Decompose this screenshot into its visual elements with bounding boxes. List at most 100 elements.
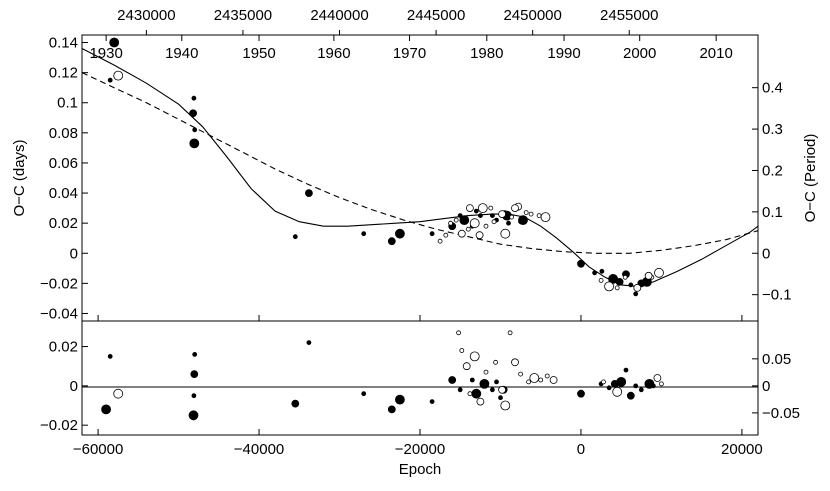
epoch-axis: −60000 −40000 −20000 0 20000 xyxy=(73,315,763,458)
filled-point xyxy=(638,387,644,393)
filled-point xyxy=(471,388,482,399)
filled-point xyxy=(306,340,312,346)
filled-point xyxy=(494,379,499,385)
open-point xyxy=(604,281,614,292)
filled-point xyxy=(633,383,639,389)
year-tick-label: 2010 xyxy=(699,45,732,62)
jd-tick-label: 2430000 xyxy=(117,7,175,24)
year-tick-label: 1980 xyxy=(470,45,503,62)
filled-point xyxy=(107,77,113,83)
filled-point xyxy=(292,234,298,240)
jd-tick-label: 2455000 xyxy=(600,7,658,24)
open-point xyxy=(540,212,551,223)
right-tick-label: 0 xyxy=(762,245,770,262)
right-tick-label: 0.2 xyxy=(762,162,783,179)
filled-point xyxy=(304,189,313,198)
open-point xyxy=(113,388,124,399)
open-point xyxy=(437,238,443,244)
open-point xyxy=(529,373,540,383)
open-point xyxy=(462,362,471,371)
bottom-right-tick-label: 0.05 xyxy=(762,351,791,368)
open-point xyxy=(483,223,489,229)
jd-tick-label: 2435000 xyxy=(214,7,272,24)
open-point xyxy=(509,214,515,220)
open-point xyxy=(507,330,513,336)
filled-point xyxy=(291,399,300,408)
right-tick-label: 0.1 xyxy=(762,204,783,221)
open-point xyxy=(612,386,623,397)
open-point xyxy=(476,397,485,406)
filled-point xyxy=(518,215,528,226)
filled-point xyxy=(592,270,597,276)
open-point xyxy=(459,348,465,353)
left-tick-label: 0.12 xyxy=(49,65,78,82)
open-point xyxy=(526,379,531,385)
bottom-left-tick-label: −0.02 xyxy=(40,417,78,434)
open-point xyxy=(601,379,606,385)
top-panel: −0.04 −0.02 0 0.02 0.04 0.06 0.08 0.1 0.12 0.14 −… xyxy=(11,7,819,322)
filled-point xyxy=(101,404,111,415)
open-point xyxy=(465,226,471,232)
open-point xyxy=(456,330,462,336)
filled-point xyxy=(188,410,199,421)
open-point xyxy=(500,228,511,239)
filled-point xyxy=(192,127,198,133)
year-tick-label: 1960 xyxy=(317,45,350,62)
filled-point xyxy=(489,213,495,219)
open-point xyxy=(465,204,474,213)
left-tick-label: 0.1 xyxy=(57,95,78,112)
filled-point xyxy=(506,220,511,226)
filled-point xyxy=(628,282,634,288)
left-tick-label: 0.08 xyxy=(49,125,78,142)
left-tick-label: −0.02 xyxy=(40,275,78,292)
filled-point xyxy=(469,377,475,383)
open-point xyxy=(493,359,499,365)
x-axis-label: Epoch xyxy=(399,461,442,478)
bottom-right-tick-label: 0 xyxy=(762,378,770,395)
open-point xyxy=(659,381,664,387)
filled-point xyxy=(448,376,457,384)
left-tick-label: 0.02 xyxy=(49,215,78,232)
open-point xyxy=(536,213,542,219)
jd-tick-label: 2450000 xyxy=(503,7,561,24)
filled-point xyxy=(394,228,405,239)
filled-point xyxy=(599,268,605,274)
filled-point xyxy=(361,231,367,237)
filled-point xyxy=(387,237,396,246)
open-point xyxy=(469,218,480,229)
open-point xyxy=(614,285,620,291)
bottom-left-tick-label: 0.02 xyxy=(49,339,78,356)
top-panel-frame xyxy=(81,34,759,322)
jd-tick-label: 2440000 xyxy=(310,7,368,24)
open-point xyxy=(544,373,550,379)
open-point xyxy=(518,371,523,377)
year-tick-label: 1950 xyxy=(242,45,275,62)
top-right-axis: −0.1 0 0.1 0.2 0.3 0.4 xyxy=(752,80,792,304)
open-point xyxy=(457,229,466,238)
open-point xyxy=(448,220,454,226)
open-point xyxy=(633,283,642,292)
open-point xyxy=(622,274,628,280)
open-point xyxy=(113,70,124,81)
top-fit-curves xyxy=(81,48,759,287)
filled-point xyxy=(191,393,197,399)
right-tick-label: 0.4 xyxy=(762,80,783,97)
bottom-right-axis: −0.05 0 0.05 xyxy=(752,351,800,422)
filled-point xyxy=(429,231,435,237)
filled-point xyxy=(489,387,495,393)
year-tick-label: 1990 xyxy=(547,45,580,62)
open-point xyxy=(488,205,494,211)
year-axis: 1930 1940 1950 1960 1970 1980 1990 2000 2010 xyxy=(89,35,733,62)
filled-point xyxy=(479,378,490,389)
right-tick-label: −0.1 xyxy=(762,287,792,304)
jd-axis: 2430000 2435000 2440000 2445000 2450000 24550… xyxy=(117,7,658,35)
open-point xyxy=(654,267,664,278)
open-point xyxy=(467,391,473,397)
bottom-data-points xyxy=(101,330,664,421)
epoch-tick-label: 20000 xyxy=(721,441,763,458)
filled-point xyxy=(429,399,435,405)
open-point xyxy=(598,277,604,283)
open-point xyxy=(538,377,544,383)
open-point xyxy=(644,271,653,280)
